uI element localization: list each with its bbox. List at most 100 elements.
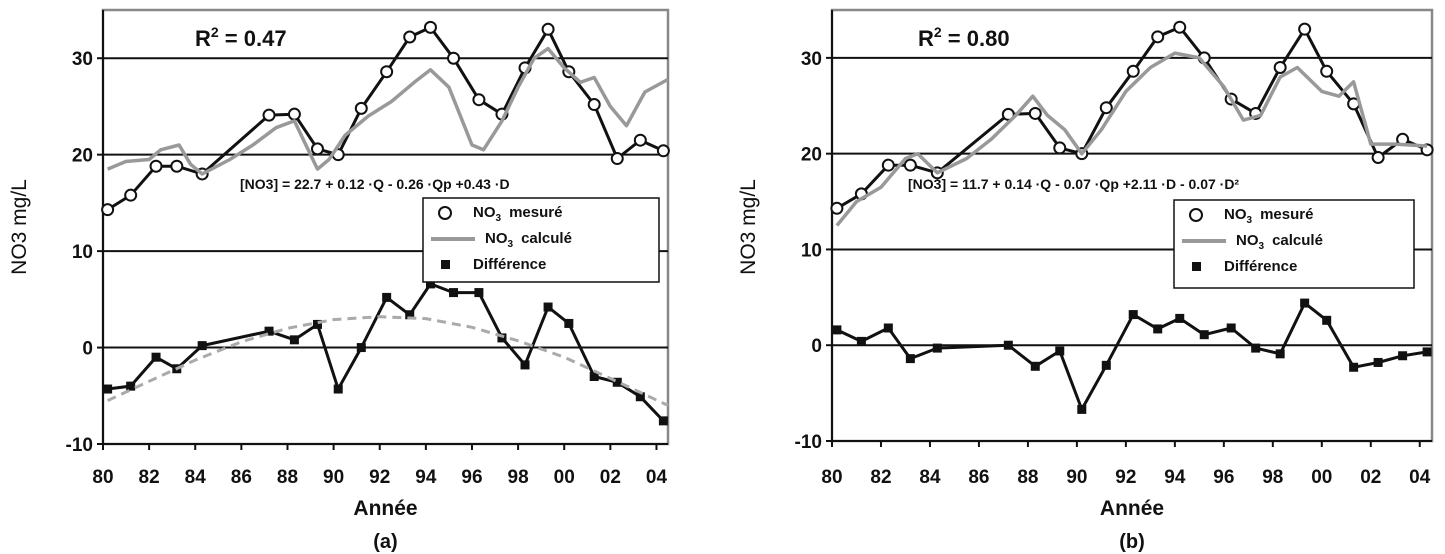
y-tick-label: -10 [66,435,93,456]
legend-subscript: 3 [508,239,514,250]
x-tick-label: 02 [600,467,621,488]
x-tick-label: 94 [415,467,437,488]
panel-label: (a) [373,531,397,553]
y-tick-label: 0 [811,336,822,357]
data-point-difference [832,325,842,335]
data-point-difference [543,302,553,312]
y-tick-label: 10 [801,240,822,261]
y-tick-label: 30 [801,49,822,70]
data-point-difference [405,310,415,320]
data-point-difference [658,416,668,426]
panel-label: (b) [1119,531,1145,553]
data-point-difference [564,318,574,328]
x-tick-label: 90 [323,467,344,488]
data-point-measured [656,144,670,158]
data-point-measured [1099,101,1113,115]
x-tick-label: 04 [1409,467,1431,488]
x-tick-label: 88 [277,467,298,488]
x-tick-label: 86 [968,467,989,488]
data-point-measured [587,98,601,112]
data-point-measured [423,20,437,34]
x-tick-label: 90 [1066,467,1087,488]
data-point-difference [1398,351,1408,361]
legend-prefix: NO [1236,232,1259,249]
legend-entry-measured: NO3 mesuré [473,204,562,224]
series-line-calculated [106,46,669,176]
data-point-difference [1003,340,1013,350]
data-point-measured [1053,141,1067,155]
regression-equation: [NO3] = 22.7 + 0.12 ·Q - 0.26 ·Qp +0.43 … [240,176,510,192]
x-tick-label: 92 [1115,467,1136,488]
data-point-difference [382,292,392,302]
legend-subscript: 3 [1247,215,1253,226]
data-point-measured [541,22,555,36]
data-point-measured [903,158,917,172]
data-point-difference [1251,343,1261,353]
data-point-difference [520,360,530,370]
data-point-difference [1055,346,1065,356]
data-point-difference [474,288,484,298]
x-tick-label: 92 [369,467,390,488]
x-axis-title: Année [353,497,417,520]
data-point-measured [1173,20,1187,34]
legend-entry-calculated: NO3 calculé [1236,232,1323,252]
x-tick-label: 98 [508,467,529,488]
data-point-difference [1199,330,1209,340]
legend-prefix: NO [485,230,508,247]
x-tick-label: 98 [1262,467,1283,488]
data-point-measured [1126,64,1140,78]
data-point-difference [333,384,343,394]
legend-label: mesuré [1260,206,1313,223]
legend-entry-difference: Différence [1224,258,1297,275]
data-point-measured [1320,64,1334,78]
legend-prefix: NO [473,204,496,221]
data-point-measured [1273,60,1287,74]
x-tick-label: 94 [1164,467,1186,488]
data-point-difference [356,343,366,353]
legend-label: calculé [521,230,572,247]
data-point-difference [1349,362,1359,372]
data-point-measured [170,159,184,173]
y-tick-label: 0 [82,339,93,360]
x-tick-label: 80 [92,467,113,488]
x-tick-label: 04 [646,467,668,488]
data-point-difference [1077,404,1087,414]
x-tick-label: 82 [139,467,160,488]
data-point-difference [635,392,645,402]
data-point-measured [287,107,301,121]
data-point-difference [932,343,942,353]
legend-marker-measured [438,206,452,220]
data-point-difference [1300,298,1310,308]
r-squared-superscript: 2 [211,24,219,40]
legend-marker-measured [1189,208,1203,222]
legend-subscript: 3 [1259,241,1265,252]
y-tick-label: 20 [72,146,93,167]
legend-label: mesuré [509,204,562,221]
y-axis-title: NO3 mg/L [737,179,760,275]
series-line-trend [106,315,669,407]
legend-marker-difference [441,260,450,269]
legend-entry-difference: Différence [473,256,546,273]
legend-label: calculé [1272,232,1323,249]
legend-prefix: NO [1224,206,1247,223]
r-squared-symbol: R [918,26,934,51]
x-tick-label: 96 [1213,467,1234,488]
x-tick-label: 84 [919,467,941,488]
x-tick-label: 00 [554,467,575,488]
data-point-difference [1128,310,1138,320]
data-point-difference [1175,313,1185,323]
data-point-difference [425,279,435,289]
legend-marker-difference [1192,262,1201,271]
data-point-measured [149,159,163,173]
legend-entry-measured: NO3 mesuré [1224,206,1313,226]
x-tick-label: 88 [1017,467,1038,488]
data-point-measured [1028,106,1042,120]
data-point-measured [1298,22,1312,36]
data-point-measured [633,133,647,147]
legend-subscript: 3 [496,213,502,224]
legend-entry-calculated: NO3 calculé [485,230,572,250]
data-point-difference [1422,347,1432,357]
data-point-measured [310,142,324,156]
data-point-difference [449,288,459,298]
chart-panel-a: -10 0 10 20 30 80 82 84 86 88 90 92 94 96 98 00 02 04 Anné… [8,8,670,553]
